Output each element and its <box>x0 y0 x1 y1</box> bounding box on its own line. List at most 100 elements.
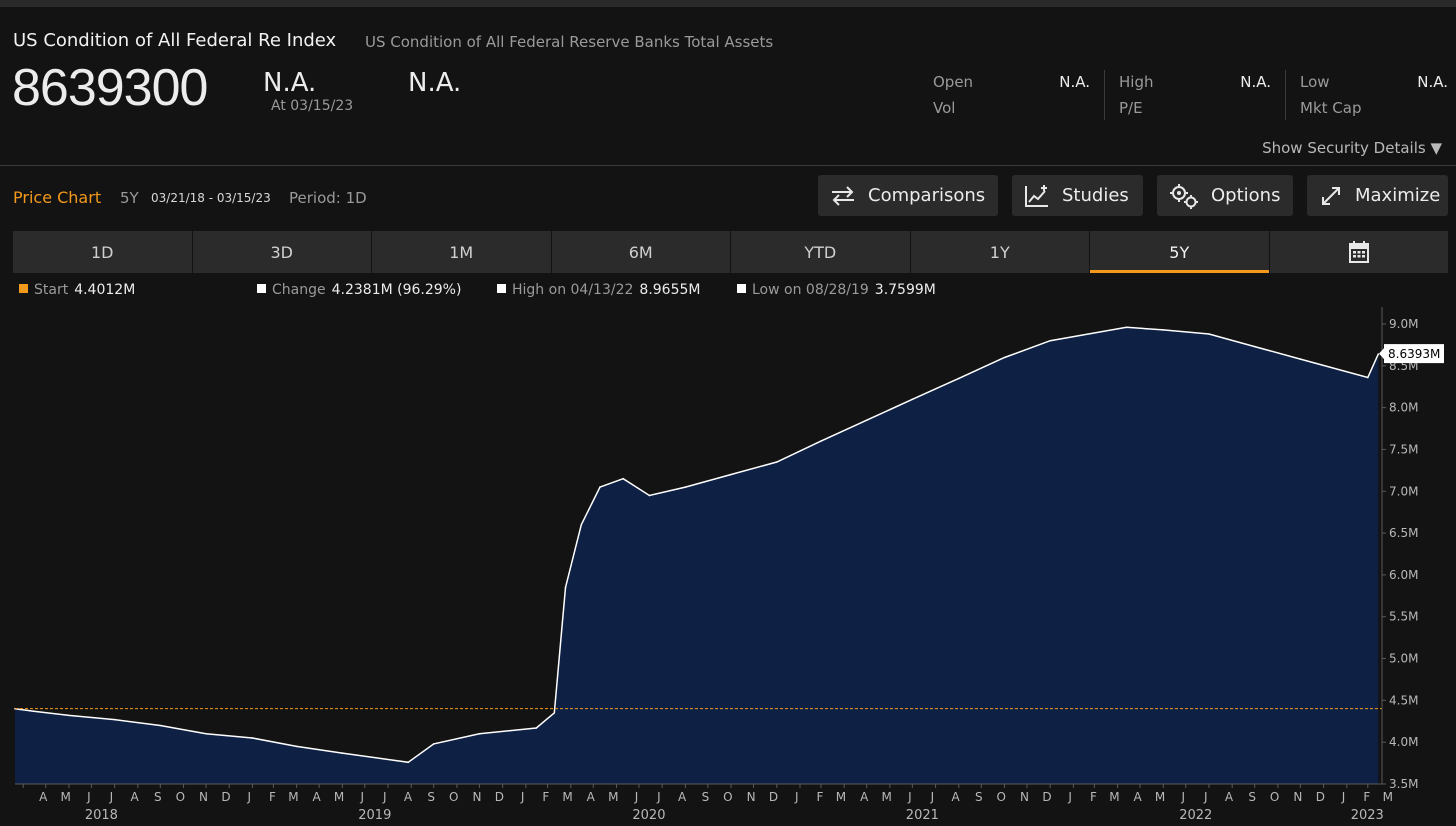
y-tick-label: 4.5M <box>1389 693 1418 707</box>
chart-point <box>432 743 435 745</box>
pe-label: P/E <box>1119 99 1143 117</box>
security-subtitle: US Condition of All Federal Reserve Bank… <box>365 33 774 51</box>
x-month-label: D <box>1042 790 1051 804</box>
x-month-label: J <box>1181 790 1186 804</box>
x-month-label: A <box>678 790 687 804</box>
x-year-label: 2022 <box>1179 808 1212 823</box>
chart-point <box>730 473 732 476</box>
x-month-label: D <box>221 790 230 804</box>
chart-point <box>1049 339 1051 342</box>
x-month-label: D <box>769 790 778 804</box>
studies-icon <box>1025 184 1048 207</box>
x-month-label: N <box>1293 790 1302 804</box>
x-month-label: M <box>288 790 298 804</box>
x-month-label: J <box>1067 790 1072 804</box>
tab-3d[interactable]: 3D <box>192 231 371 273</box>
low-value: 3.7599M <box>874 282 936 298</box>
tab-calendar[interactable] <box>1269 231 1448 273</box>
studies-button[interactable]: Studies <box>1012 175 1143 216</box>
low-value: N.A. <box>1417 73 1448 91</box>
legend-high: High on 04/13/22 8.9655M <box>497 282 700 298</box>
gears-icon <box>1170 183 1198 209</box>
x-month-label: M <box>1155 790 1165 804</box>
x-month-label: J <box>109 790 114 804</box>
y-tick-label: 5.0M <box>1389 652 1418 666</box>
x-month-label: N <box>199 790 208 804</box>
chart-point <box>958 377 960 380</box>
x-month-label: N <box>472 790 481 804</box>
x-month-label: A <box>1133 790 1142 804</box>
chart-point <box>648 494 651 497</box>
tab-5y[interactable]: 5Y <box>1090 231 1269 273</box>
stat-divider <box>1285 70 1286 120</box>
y-tick-label: 9.0M <box>1389 317 1418 331</box>
x-month-label: S <box>702 790 710 804</box>
high-value: N.A. <box>1240 73 1271 91</box>
tab-1y[interactable]: 1Y <box>910 231 1089 273</box>
legend-low: Low on 08/28/19 3.7599M <box>737 282 936 298</box>
x-month-label: S <box>975 790 983 804</box>
x-month-label: M <box>608 790 618 804</box>
price-chart[interactable]: 9.0M8.5M8.0M7.5M7.0M6.5M6.0M5.5M5.0M4.5M… <box>0 300 1456 826</box>
y-tick-label: 6.5M <box>1389 526 1418 540</box>
low-label: Low <box>1300 73 1330 91</box>
options-button[interactable]: Options <box>1157 175 1293 216</box>
chart-point <box>622 477 624 480</box>
chart-point <box>820 440 822 442</box>
maximize-button[interactable]: Maximize <box>1307 175 1448 216</box>
start-swatch <box>19 284 28 293</box>
chart-point <box>205 733 207 735</box>
chart-point <box>553 712 556 714</box>
y-tick-label: 6.0M <box>1389 568 1418 582</box>
as-of-date: At 03/15/23 <box>271 98 354 114</box>
x-month-label: M <box>562 790 572 804</box>
x-year-label: 2020 <box>632 808 665 823</box>
tab-1m[interactable]: 1M <box>372 231 551 273</box>
chart-point <box>341 752 344 754</box>
x-month-label: S <box>154 790 162 804</box>
x-year-label: 2019 <box>358 808 391 823</box>
start-value: 4.4012M <box>74 282 136 298</box>
y-tick-label: 5.5M <box>1389 610 1418 624</box>
comparisons-button[interactable]: Comparisons <box>818 175 998 216</box>
chart-point <box>32 710 35 712</box>
change-value: 4.2381M (96.29%) <box>331 282 462 298</box>
change-label: Change <box>272 282 326 298</box>
chart-point <box>564 586 567 589</box>
y-tick-label: 3.5M <box>1389 777 1418 791</box>
high-label: High on 04/13/22 <box>512 282 634 298</box>
chart-point <box>1299 358 1302 360</box>
x-month-label: J <box>907 790 912 804</box>
x-month-label: N <box>1020 790 1029 804</box>
x-month-label: A <box>951 790 960 804</box>
mkt-cap-label: Mkt Cap <box>1300 99 1362 117</box>
x-year-label: 2023 <box>1351 808 1384 823</box>
show-security-details-toggle[interactable]: Show Security Details ▼ <box>1262 139 1442 157</box>
tab-6m[interactable]: 6M <box>551 231 730 273</box>
x-month-label: J <box>1203 790 1208 804</box>
x-month-label: M <box>334 790 344 804</box>
last-value-label: 8.6393M <box>1388 347 1440 361</box>
chart-point <box>911 398 914 401</box>
y-tick-label: 7.5M <box>1389 442 1418 456</box>
high-swatch <box>497 284 506 293</box>
chart-range: 5Y <box>120 189 139 207</box>
x-year-label: 2018 <box>85 808 118 823</box>
y-tick-label: 7.0M <box>1389 484 1418 498</box>
x-month-label: A <box>587 790 596 804</box>
x-month-label: F <box>269 790 276 804</box>
x-month-label: O <box>1270 790 1279 804</box>
x-month-label: J <box>1341 790 1346 804</box>
last-value-pointer <box>1379 348 1384 360</box>
chart-point <box>159 724 162 727</box>
header-divider <box>0 165 1456 166</box>
x-month-label: M <box>1109 790 1119 804</box>
tab-1d[interactable]: 1D <box>13 231 192 273</box>
chart-point <box>478 733 481 735</box>
x-month-label: M <box>881 790 891 804</box>
x-month-label: S <box>1248 790 1256 804</box>
tab-ytd[interactable]: YTD <box>731 231 910 273</box>
comparisons-icon <box>832 185 854 206</box>
x-month-label: J <box>634 790 639 804</box>
chart-period: Period: 1D <box>289 189 367 207</box>
